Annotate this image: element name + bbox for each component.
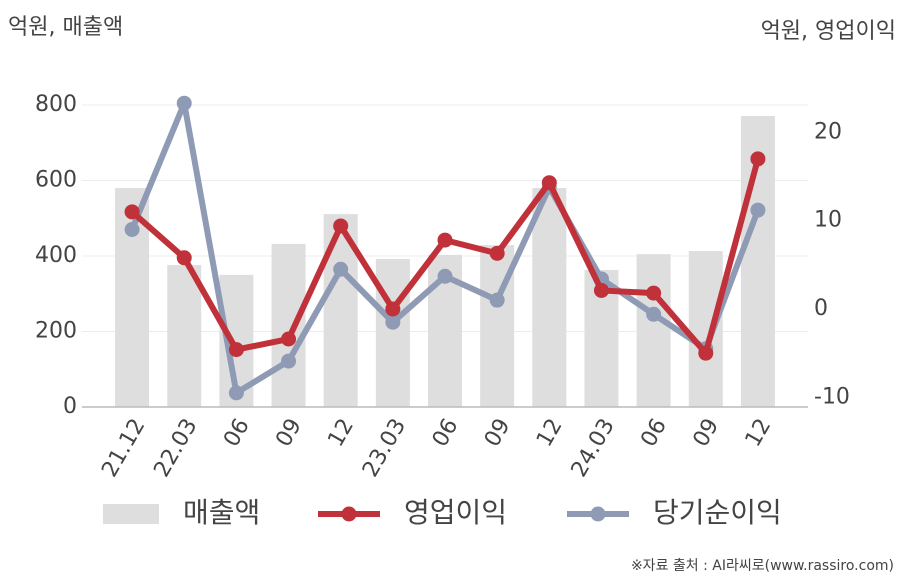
- point: [437, 232, 453, 248]
- point: [698, 345, 714, 361]
- y2-tick-label: 0: [814, 296, 828, 321]
- x-tick-label: 12: [532, 415, 568, 452]
- point: [228, 342, 244, 358]
- x-tick-label: 09: [689, 415, 725, 452]
- point: [437, 268, 453, 284]
- y-tick-label: 600: [35, 168, 77, 193]
- y2-tick-label: 10: [814, 208, 842, 233]
- x-tick-label: 24.03: [567, 415, 620, 482]
- point: [281, 353, 297, 369]
- point: [124, 204, 140, 220]
- x-tick-label: 09: [271, 415, 307, 452]
- legend-swatch: [590, 506, 606, 522]
- bar: [271, 243, 306, 407]
- point: [593, 282, 609, 298]
- point: [750, 202, 766, 218]
- y-tick-label: 200: [35, 319, 77, 344]
- x-tick-label: 12: [741, 415, 777, 452]
- y-axis-label: 억원, 매출액: [8, 15, 123, 40]
- y-tick-label: 800: [35, 92, 77, 117]
- x-tick-label: 23.03: [358, 415, 411, 482]
- bar: [167, 265, 202, 407]
- point: [124, 222, 140, 238]
- point: [176, 250, 192, 266]
- x-tick-label: 06: [636, 415, 672, 452]
- x-tick-label: 09: [480, 414, 516, 451]
- point: [333, 261, 349, 277]
- bar: [532, 188, 567, 407]
- legend-swatch: [103, 504, 159, 524]
- point: [750, 151, 766, 167]
- legend-label: 매출액: [183, 496, 260, 529]
- bar: [375, 259, 410, 407]
- legend-label: 당기순이익: [653, 496, 782, 529]
- x-tick-label: 21.12: [97, 415, 150, 482]
- x-tick-label: 22.03: [149, 415, 202, 482]
- legend-label: 영업이익: [404, 496, 507, 529]
- point: [176, 95, 192, 111]
- y2-tick-label: -10: [814, 384, 850, 409]
- y2-axis-label: 억원, 영업이익: [761, 19, 896, 44]
- point: [385, 314, 401, 330]
- point: [646, 285, 662, 301]
- x-tick-label: 12: [323, 415, 359, 452]
- bar: [636, 254, 671, 407]
- point: [281, 331, 297, 347]
- y-tick-label: 400: [35, 243, 77, 268]
- y2-tick-label: 20: [814, 119, 842, 144]
- y-tick-label: 0: [63, 394, 77, 419]
- x-tick-label: 06: [428, 415, 464, 452]
- source: ※자료 출처 : AI라씨로(www.rassiro.com): [631, 558, 894, 574]
- point: [541, 175, 557, 191]
- point: [489, 245, 505, 261]
- legend-swatch: [341, 506, 357, 522]
- point: [646, 306, 662, 322]
- bar: [688, 251, 723, 407]
- point: [385, 301, 401, 317]
- point: [489, 292, 505, 308]
- point: [228, 385, 244, 401]
- x-tick-label: 06: [219, 415, 255, 452]
- point: [333, 218, 349, 234]
